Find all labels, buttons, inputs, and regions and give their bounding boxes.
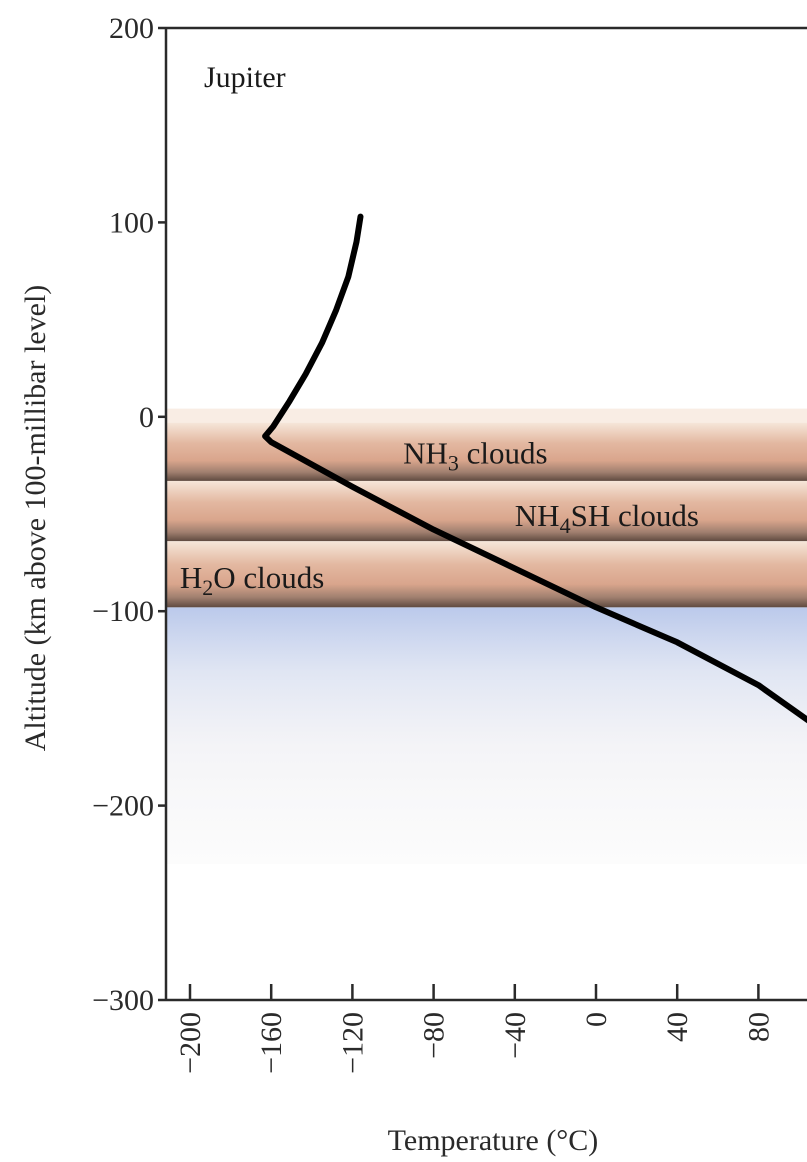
y-tick-label: −200 [92, 790, 154, 823]
cloud-label-formula: NH [515, 498, 560, 533]
x-tick-label: −40 [499, 1012, 532, 1059]
y-tick-label: −300 [92, 984, 154, 1017]
x-axis-title: Temperature (°C) [388, 1124, 599, 1157]
x-tick-label: −120 [336, 1012, 369, 1074]
x-tick-label: −80 [418, 1012, 451, 1059]
temperature-profile-line [262, 213, 807, 724]
cloud-band-fade [166, 408, 807, 423]
x-tick-label: 40 [661, 1012, 694, 1042]
cloud-label-nh3: NH3 clouds [403, 436, 547, 476]
planet-label: Jupiter [204, 61, 286, 94]
x-tick-label: −200 [174, 1012, 207, 1074]
cloud-label-formula: H [180, 560, 202, 595]
cloud-label-subscript: 2 [202, 575, 213, 600]
cloud-band-nh3 [166, 422, 807, 481]
y-tick-label: −100 [92, 595, 154, 628]
cloud-label-formula: NH [403, 436, 448, 471]
cloud-band-nh4sh [166, 480, 807, 542]
y-tick-label: 0 [139, 401, 154, 434]
cloud-label-subscript: 4 [560, 513, 571, 538]
axes [158, 26, 807, 1002]
plot-background [166, 408, 807, 864]
x-tick-label: 0 [580, 1012, 613, 1027]
x-tick-label: −160 [255, 1012, 288, 1074]
y-tick-label: 100 [109, 206, 154, 239]
cloud-label-nh4sh: NH4SH clouds [515, 498, 699, 538]
cloud-label-subscript: 3 [448, 451, 459, 476]
tick-labels: 200 100 0 −100 −200 −300 −200 −160 −120 −80 −40 0 40… [92, 12, 775, 1074]
cloud-label-rest: clouds [459, 436, 548, 471]
cloud-label-h2o: H2O clouds [180, 560, 324, 600]
cloud-label-rest: O clouds [213, 560, 324, 595]
y-axis-title: Altitude (km above 100-millibar level) [19, 285, 52, 752]
curve-layer [262, 213, 807, 724]
y-tick-label: 200 [109, 12, 154, 45]
lower-atmosphere-region [166, 607, 807, 864]
x-tick-label: 80 [742, 1012, 775, 1042]
cloud-label-rest: SH clouds [571, 498, 699, 533]
